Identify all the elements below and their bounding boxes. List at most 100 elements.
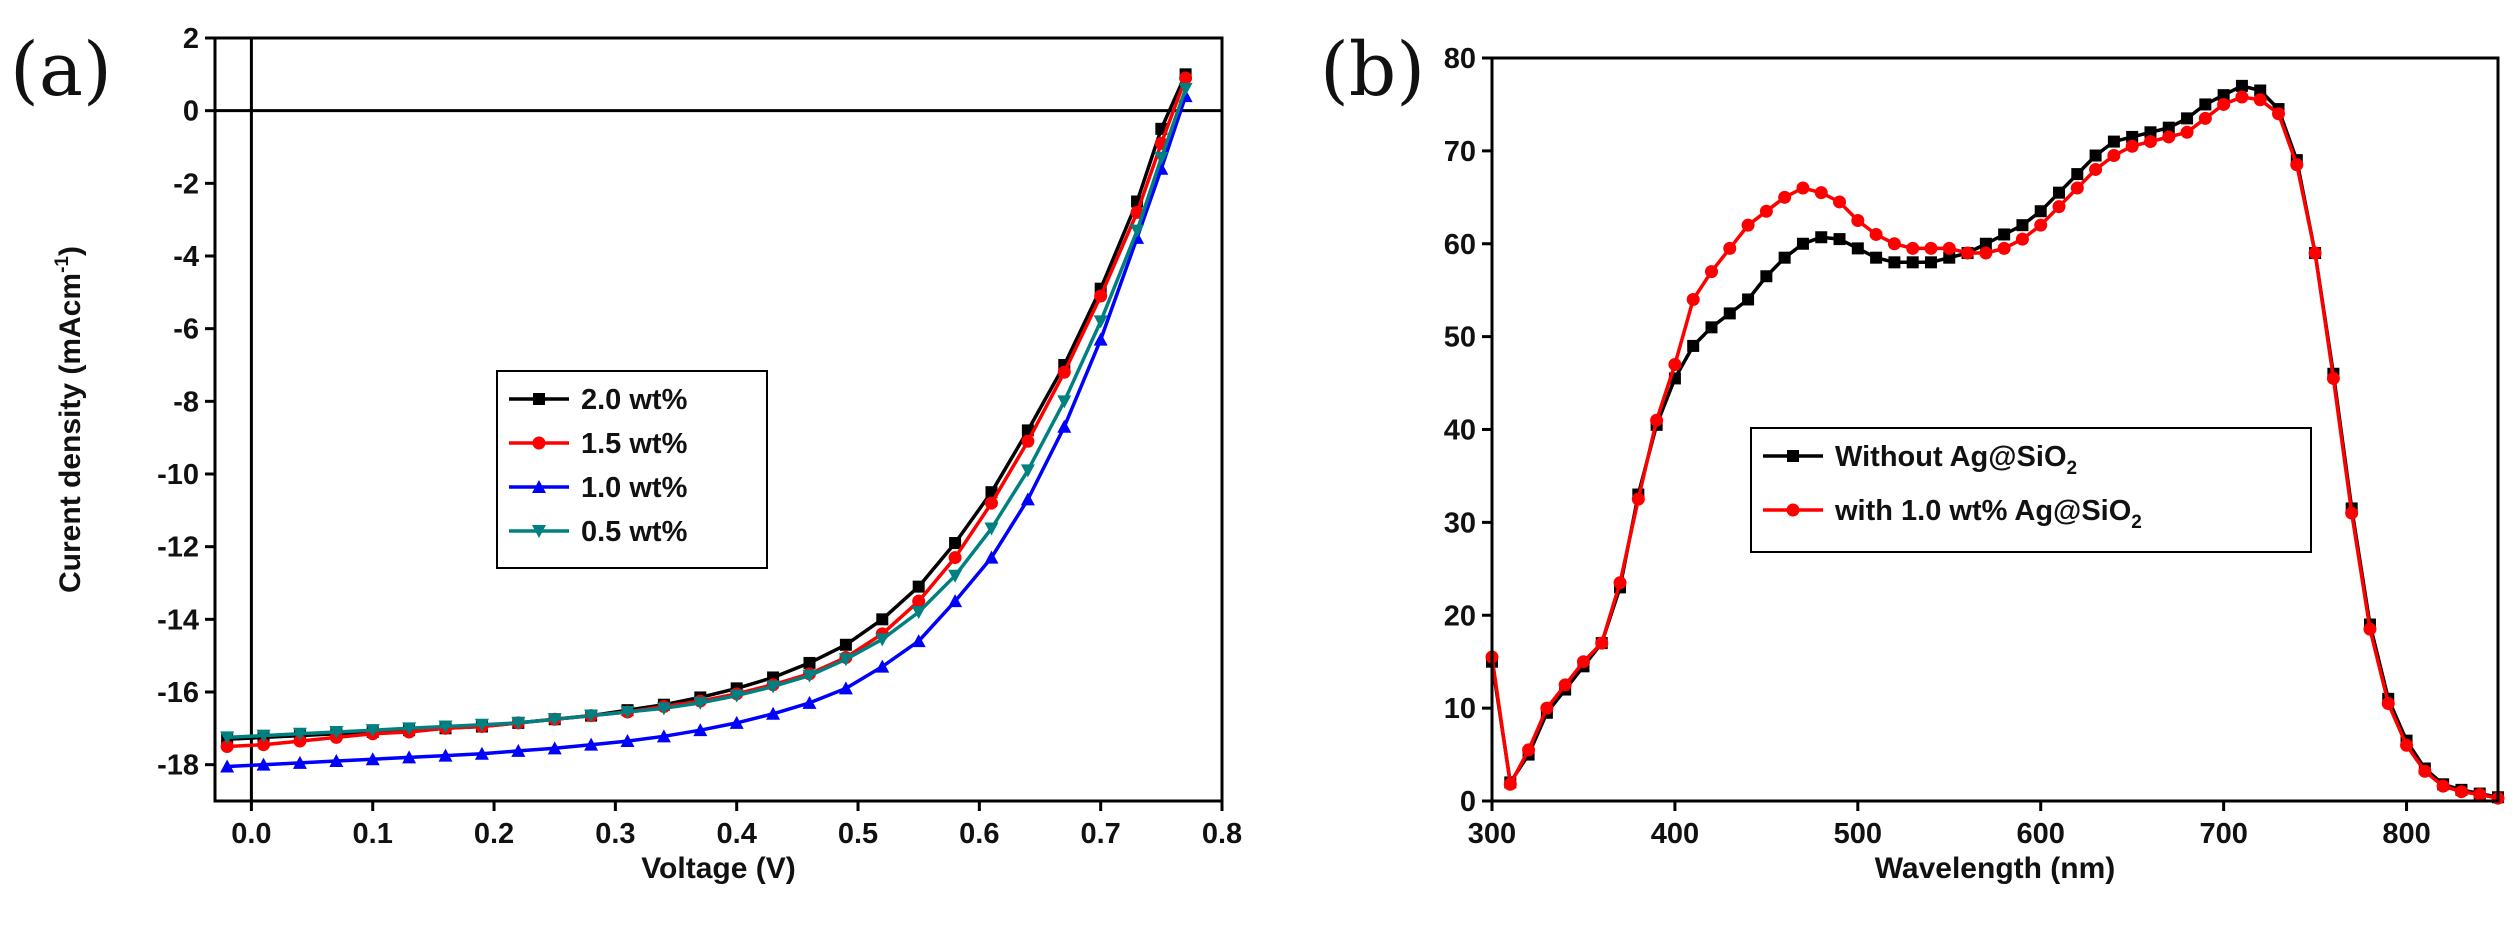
data-point: [2345, 506, 2359, 520]
series-line: [1490, 95, 2499, 800]
data-point: [620, 734, 635, 748]
data-point: [220, 740, 234, 753]
x-axis-label: Voltage (V): [641, 852, 795, 885]
data-point: [912, 580, 925, 593]
y-tick-label: 10: [1444, 693, 1476, 725]
data-point: [329, 754, 344, 768]
data-point: [1742, 293, 1755, 306]
data-point: [1057, 419, 1072, 433]
legend-marker: [1787, 450, 1799, 462]
data-point: [1741, 218, 1755, 232]
data-point: [1576, 655, 1590, 669]
data-point: [2199, 98, 2212, 111]
data-point: [802, 669, 817, 683]
series-line: [227, 95, 1188, 769]
data-point: [1595, 636, 1609, 650]
data-point: [2381, 696, 2395, 710]
data-point: [2326, 371, 2340, 385]
data-point: [2107, 135, 2120, 148]
legend: Without Ag@SiO2 with 1.0 wt% Ag@SiO2: [1750, 427, 2312, 553]
data-point: [2473, 787, 2487, 801]
data-point: [2162, 130, 2176, 144]
data-point: [474, 746, 489, 760]
data-point: [1093, 332, 1108, 346]
data-point: [1704, 265, 1718, 279]
data-point: [1503, 777, 1517, 791]
x-tick-label: 0.5: [838, 818, 878, 850]
data-point: [656, 729, 671, 743]
data-point: [2089, 149, 2102, 162]
y-tick-label: 70: [1444, 136, 1476, 168]
data-point: [220, 759, 235, 773]
data-point: [875, 633, 890, 647]
x-tick-label: 0.7: [1081, 818, 1121, 850]
data-point: [257, 738, 271, 752]
data-point: [729, 689, 744, 703]
y-axis-label: Curent density (mAcm-1): [52, 246, 87, 593]
legend-label: with 1.0 wt% Ag@SiO2: [1834, 495, 2142, 533]
x-tick-label: 0.8: [1202, 818, 1242, 850]
data-point: [1778, 251, 1791, 264]
y-tick-label: 50: [1444, 322, 1476, 354]
data-point: [1057, 365, 1071, 379]
data-point: [2235, 90, 2249, 104]
data-point: [766, 680, 781, 694]
data-point: [693, 696, 708, 710]
data-point: [1851, 242, 1864, 255]
data-point: [1178, 82, 1193, 96]
data-point: [1020, 464, 1035, 478]
data-point: [329, 725, 344, 739]
data-point: [584, 737, 599, 751]
data-point: [1021, 434, 1035, 448]
x-tick-label: 0.2: [474, 818, 514, 850]
y-tick-label: 60: [1444, 229, 1476, 261]
data-point: [2290, 158, 2304, 172]
data-point: [1522, 743, 1536, 757]
data-point: [1870, 251, 1883, 264]
data-point: [949, 537, 962, 550]
data-point: [2143, 135, 2157, 149]
data-point: [1558, 678, 1572, 692]
data-point: [1888, 256, 1901, 269]
series-with-1-0-wt-ag-sio: [1485, 90, 2505, 805]
data-point: [2016, 219, 2029, 232]
data-point: [584, 709, 599, 723]
data-point: [402, 722, 417, 736]
legend-label: 1.0 wt%: [581, 472, 688, 504]
data-point: [693, 723, 708, 737]
data-point: [1961, 246, 1975, 260]
data-point: [2363, 622, 2377, 636]
legend-label: 0.5 wt%: [581, 516, 688, 548]
data-point: [2015, 232, 2029, 246]
data-point: [984, 522, 999, 536]
y-tick-label: -2: [173, 168, 199, 200]
data-point: [1540, 701, 1554, 715]
data-point: [984, 496, 998, 510]
data-point: [1723, 307, 1736, 320]
data-point: [1631, 492, 1645, 506]
x-tick-label: 300: [1468, 818, 1516, 850]
series-line: [227, 73, 1188, 741]
data-point: [2254, 84, 2267, 97]
data-point: [1020, 492, 1035, 506]
data-point: [1650, 413, 1664, 427]
data-point: [1154, 151, 1169, 165]
y-tick-label: 40: [1444, 415, 1476, 447]
series-line: [227, 88, 1188, 740]
data-point: [948, 569, 963, 583]
data-point: [1723, 241, 1737, 255]
data-point: [838, 653, 853, 667]
x-tick-label: 0.1: [353, 818, 393, 850]
y-tick-label: -16: [157, 677, 199, 709]
data-point: [1942, 241, 1956, 255]
legend: 2.0 wt% 1.5 wt% 1.0 wt% 0.5 wt%: [496, 370, 768, 569]
data-point: [2181, 112, 2194, 125]
data-point: [1796, 237, 1809, 250]
data-point: [511, 743, 526, 757]
series-line: [227, 77, 1188, 749]
data-point: [1998, 228, 2011, 241]
x-tick-label: 400: [1651, 818, 1699, 850]
data-point: [438, 748, 453, 762]
data-point: [912, 594, 926, 608]
